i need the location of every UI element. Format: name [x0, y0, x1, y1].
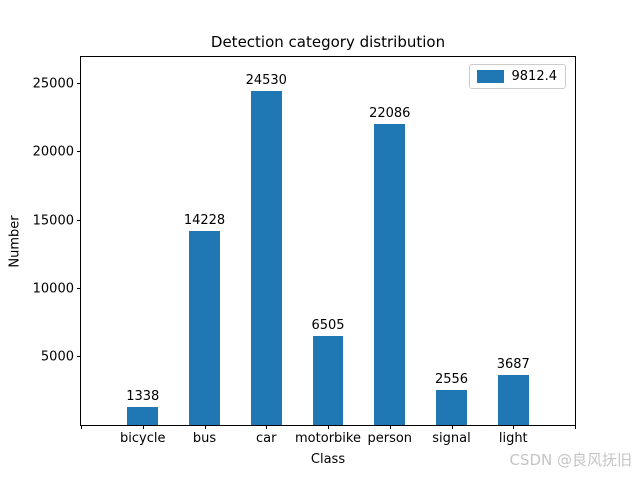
bar	[250, 90, 282, 425]
x-tick	[513, 425, 515, 429]
legend-swatch	[477, 70, 504, 83]
bar-value-label: 14228	[183, 213, 226, 229]
bar-value-label: 2556	[434, 372, 469, 388]
x-tick-label: car	[256, 431, 277, 446]
y-tick	[77, 151, 81, 153]
chart-title: Detection category distribution	[210, 33, 446, 51]
x-tick	[204, 425, 206, 429]
bar	[127, 406, 159, 425]
legend-label: 9812.4	[511, 69, 558, 84]
x-tick	[142, 425, 144, 429]
bar-value-label: 24530	[245, 72, 287, 88]
y-tick	[77, 287, 81, 289]
x-tick	[266, 425, 268, 429]
x-tick	[328, 425, 329, 429]
bar	[374, 123, 406, 425]
y-tick-label: 10000	[32, 281, 74, 297]
bar-value-label: 1338	[126, 388, 160, 404]
x-tick-label: signal	[432, 431, 471, 446]
x-tick	[451, 425, 453, 429]
legend: 9812.4	[469, 64, 566, 89]
bar-value-label: 3687	[496, 356, 530, 372]
bar	[497, 374, 529, 425]
bar	[189, 231, 220, 425]
x-tick-label: light	[498, 431, 528, 446]
bar	[436, 390, 467, 425]
plot-area: 9812.4 1338 bicycle 14228 bus 24530 car 6505 mo…	[33, 56, 576, 446]
y-axis-label: Number	[7, 215, 23, 268]
x-tick-label: bus	[192, 431, 217, 446]
y-tick-label: 15000	[32, 213, 74, 229]
x-tick-label: bicycle	[120, 431, 166, 446]
x-axis-label: Class	[310, 452, 346, 467]
x-tick	[575, 425, 576, 429]
x-tick	[81, 425, 82, 429]
x-tick-label: person	[367, 431, 413, 446]
y-tick-label: 20000	[32, 144, 74, 160]
y-tick	[77, 355, 81, 357]
bar	[312, 336, 344, 425]
y-tick	[77, 219, 81, 221]
bar-value-label: 22086	[369, 105, 411, 121]
bar-value-label: 6505	[311, 318, 345, 334]
y-tick-label: 5000	[40, 349, 74, 365]
y-tick	[77, 83, 81, 85]
x-tick	[389, 425, 391, 429]
watermark: CSDN @良风抚旧	[509, 451, 632, 469]
y-tick-label: 25000	[32, 76, 74, 92]
x-tick-label: motorbike	[295, 431, 361, 446]
